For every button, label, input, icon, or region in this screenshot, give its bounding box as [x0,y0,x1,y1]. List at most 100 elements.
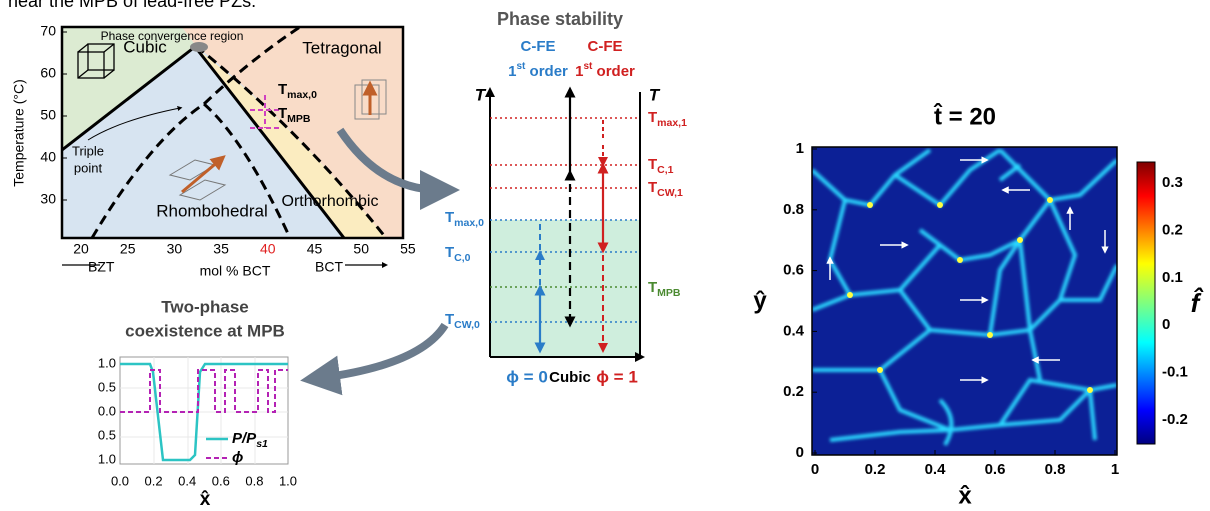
y-tick-label: 0.8 [783,201,804,218]
main-text: T [278,105,287,122]
y-tick-label: 60 [40,65,56,81]
subscript: max,1 [657,117,687,129]
link-arrow [320,325,445,378]
x-tick-label: 45 [307,241,323,257]
x-tick-label: 40 [260,241,276,257]
main-text: ϕ [232,449,243,466]
text: 1 [508,63,516,80]
main-text: T [278,81,287,98]
main-text: T [445,311,454,328]
field-map [812,147,1117,455]
panel-title: coexistence at MPB [125,321,285,340]
x-tick-label: 1 [1111,461,1119,478]
subscripted-label: TCW,0 [445,311,480,331]
main-text: P/P [232,430,257,447]
colorbar-tick-label: 0.2 [1162,221,1183,238]
column-head: C-FE [588,38,623,55]
y-tick-label: 0.6 [783,262,804,279]
x-tick-label: 0.4 [925,461,947,478]
y-tick-label: 0.5 [98,427,116,442]
y-tick-label: 0.0 [98,403,116,418]
y-tick-label: 0.5 [98,379,116,394]
x-tick-label: 0.0 [111,473,129,488]
axis-label: T [649,85,661,104]
y-tick-label: 40 [40,149,56,165]
cubic-region [490,220,640,357]
main-text: T [445,209,454,226]
subscript: max,0 [287,89,317,101]
x-axis-label: x̂ [958,482,972,509]
panel-title: Two-phase [161,297,249,316]
subscripted-label: TCW,1 [648,179,683,199]
subscripted-label: TC,1 [648,156,674,176]
colorbar-tick-label: -0.1 [1162,364,1188,381]
region-label: Rhombohedral [156,201,268,220]
subscripted-label: TMPB [648,279,681,299]
y-tick-label: 50 [40,107,56,123]
colorbar-tick-label: -0.2 [1162,411,1188,428]
x-tick-label: 0.8 [245,473,263,488]
subscripted-label: Tmax,0 [445,209,484,229]
x-tick-label: 0.2 [865,461,886,478]
x-axis-label: mol % BCT [200,263,271,279]
subscript: C,0 [454,252,471,264]
annotation: Triple [72,143,104,158]
composition-end: BCT [315,259,343,275]
panel-title: t̂ = 20 [933,103,996,131]
x-tick-label: 35 [213,241,229,257]
text: order [592,63,635,80]
annotation: point [74,160,103,175]
colorbar [1137,162,1155,444]
subscript: C,1 [657,164,674,176]
x-tick-label: 0.8 [1045,461,1066,478]
main-text: T [648,279,657,296]
main-text: T [648,156,657,173]
column-head: 1st order [508,61,568,80]
y-tick-label: 0 [796,444,804,461]
x-tick-label: 0.6 [985,461,1006,478]
subscript: MPB [657,287,681,299]
x-tick-label: 0 [811,461,819,478]
colorbar-tick-label: 0.3 [1162,174,1183,191]
x-axis-label: x̂ [200,489,211,510]
x-tick-label: 50 [353,241,369,257]
annotation: Phase convergence region [101,29,244,43]
subscripted-label: Tmax,1 [648,109,687,129]
main-text: T [648,179,657,196]
body-text: near the MPB of lead-free PZs. [8,0,256,11]
y-tick-label: 0.4 [783,322,805,339]
column-head: C-FE [521,38,556,55]
column-head: 1st order [575,61,635,80]
y-tick-label: 1.0 [98,355,116,370]
x-tick-label: 0.4 [178,473,196,488]
colorbar-label: f̂ [1191,287,1205,318]
subscripted-label: TC,0 [445,244,471,264]
region-label: Tetragonal [302,38,381,57]
y-axis-label: ŷ [753,287,767,314]
phase-label: ϕ = 1 [596,367,638,386]
x-tick-label: 0.6 [212,473,230,488]
panel-title: Phase stability [497,9,623,29]
y-tick-label: 1 [796,140,804,157]
x-tick-label: 0.2 [145,473,163,488]
y-axis-label: Temperature (°C) [11,79,27,187]
colorbar-tick-label: 0 [1162,316,1170,333]
subscript: CW,0 [454,319,480,331]
x-tick-label: 1.0 [279,473,297,488]
x-tick-label: 20 [73,241,89,257]
phase-label: Cubic [549,369,591,386]
y-tick-label: 70 [40,23,56,39]
x-tick-label: 25 [120,241,136,257]
axis-label: T [475,85,487,104]
main-text: T [648,109,657,126]
colorbar-tick-label: 0.1 [1162,269,1183,286]
subscript: s1 [256,438,268,450]
figure: near the MPB of lead-free PZs. 30 40 50 60 70… [0,0,1210,511]
text: 1 [575,63,583,80]
phase-label: ϕ = 0 [506,367,548,386]
main-text: T [445,244,454,261]
legend-label: ϕ [232,449,243,466]
subscript: max,0 [454,217,484,229]
y-tick-label: 30 [40,191,56,207]
x-tick-label: 55 [400,241,416,257]
